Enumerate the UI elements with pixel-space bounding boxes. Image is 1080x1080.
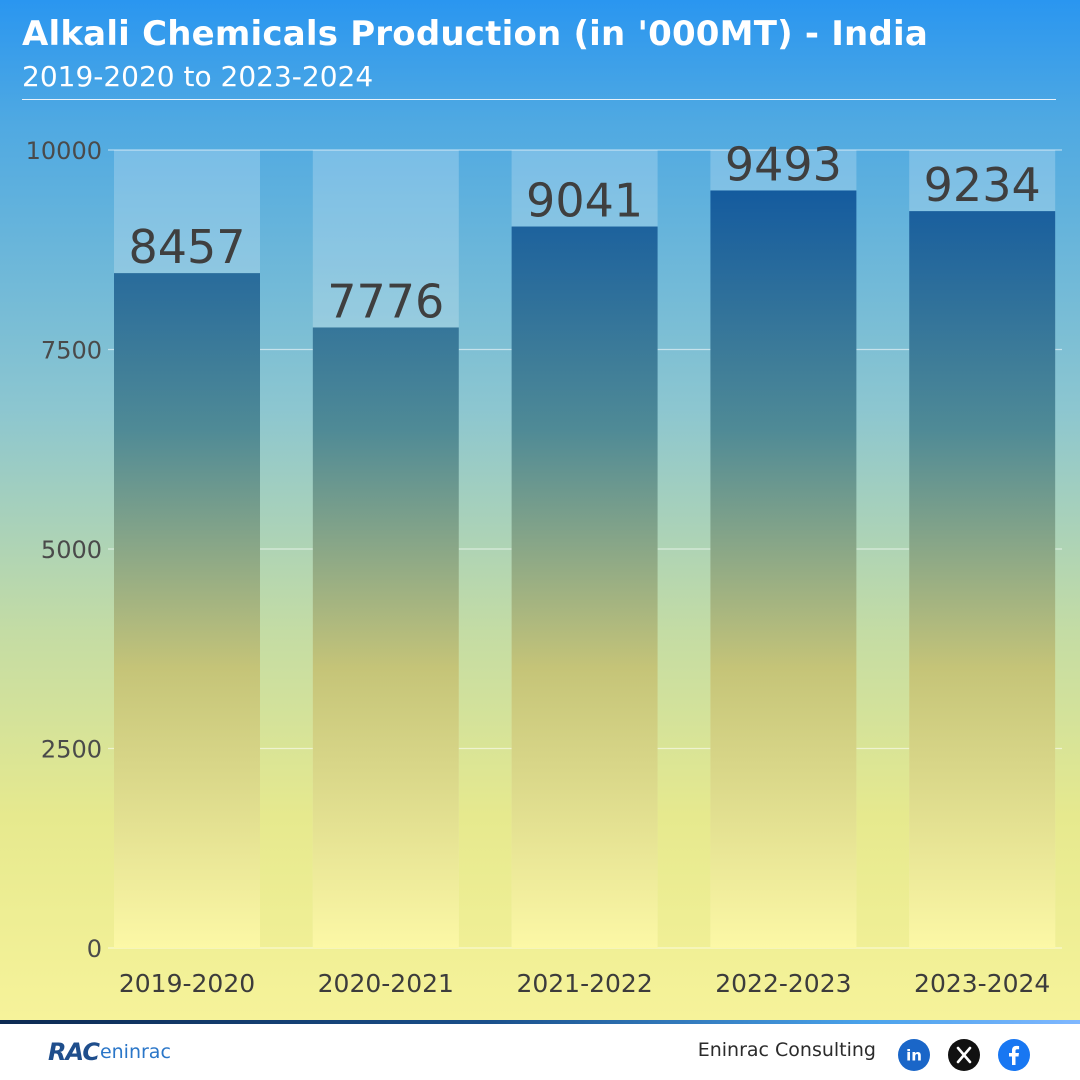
x-icon[interactable] <box>948 1039 980 1071</box>
y-tick-label: 0 <box>87 935 102 963</box>
svg-text:in: in <box>906 1047 922 1065</box>
bar <box>312 327 459 948</box>
bar-value-label: 9041 <box>526 174 643 228</box>
chart-title: Alkali Chemicals Production (in '000MT) … <box>22 14 929 54</box>
logo-mark: RAC <box>48 1038 100 1066</box>
y-tick-label: 5000 <box>41 536 102 564</box>
bar <box>511 226 658 948</box>
linkedin-icon[interactable]: in <box>898 1039 930 1071</box>
bar-value-label: 8457 <box>128 220 245 274</box>
x-category-label: 2021-2022 <box>516 969 652 998</box>
bar-value-label: 9493 <box>725 137 842 191</box>
logo-word: eninrac <box>99 1041 171 1063</box>
bar-value-label: 9234 <box>924 158 1041 212</box>
x-category-label: 2023-2024 <box>914 969 1050 998</box>
bar <box>710 190 857 948</box>
footer-accent-bar <box>0 1020 1080 1024</box>
title-divider <box>22 99 1056 100</box>
eninrac-logo: RAC eninrac <box>48 1037 171 1067</box>
y-tick-label: 2500 <box>41 736 102 764</box>
footer: RAC eninrac Eninrac Consulting in <box>0 1020 1080 1080</box>
facebook-icon[interactable] <box>998 1039 1030 1071</box>
x-category-label: 2020-2021 <box>318 969 454 998</box>
y-tick-label: 7500 <box>41 337 102 365</box>
bar-value-label: 7776 <box>327 274 444 328</box>
bar <box>909 211 1056 948</box>
bar <box>114 273 260 948</box>
x-category-label: 2019-2020 <box>119 969 255 998</box>
y-tick-label: 10000 <box>26 137 102 165</box>
x-category-label: 2022-2023 <box>715 969 851 998</box>
company-name: Eninrac Consulting <box>697 1039 876 1061</box>
chart-area: Alkali Chemicals Production (in '000MT) … <box>0 0 1080 1020</box>
bar-chart: 0 2500 5000 7500 10000 8457 2019-2020 7776 2020-… <box>25 137 1056 998</box>
chart-subtitle: 2019-2020 to 2023-2024 <box>22 60 374 93</box>
